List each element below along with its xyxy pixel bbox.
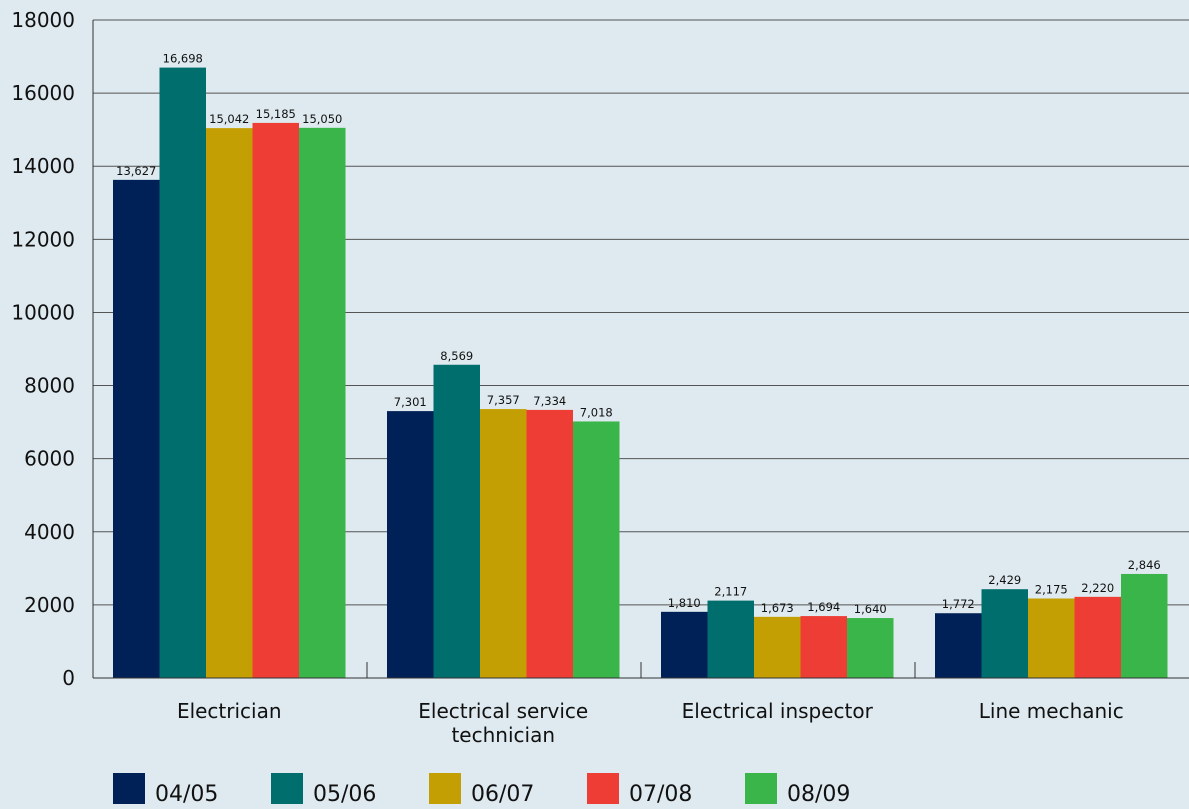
data-label: 16,698 bbox=[163, 52, 203, 66]
data-label: 7,357 bbox=[487, 393, 520, 407]
legend-swatch bbox=[429, 773, 461, 804]
y-tick-label: 0 bbox=[62, 666, 75, 690]
y-tick-label: 16000 bbox=[11, 81, 75, 105]
axes bbox=[92, 20, 1189, 679]
bar bbox=[1121, 573, 1168, 678]
data-label: 1,810 bbox=[668, 596, 701, 610]
data-label: 2,220 bbox=[1081, 581, 1114, 595]
data-label: 2,429 bbox=[988, 573, 1021, 587]
data-label: 7,334 bbox=[533, 394, 566, 408]
bar bbox=[661, 611, 708, 678]
bar bbox=[159, 67, 206, 678]
bar bbox=[707, 600, 754, 678]
legend-label: 08/09 bbox=[787, 782, 850, 807]
bar bbox=[480, 409, 527, 678]
bar bbox=[526, 409, 573, 678]
data-label: 2,846 bbox=[1128, 558, 1161, 572]
y-axis-tick-labels: 0 2000 4000 6000 8000 10000 12000 14000 16000 180… bbox=[11, 8, 75, 690]
data-label: 1,640 bbox=[854, 602, 887, 616]
data-label: 2,117 bbox=[714, 585, 747, 599]
y-tick-label: 6000 bbox=[24, 447, 75, 471]
bar bbox=[847, 618, 894, 678]
data-label: 1,772 bbox=[942, 597, 975, 611]
data-label: 1,673 bbox=[761, 601, 794, 615]
bar bbox=[387, 411, 434, 678]
y-tick-label: 4000 bbox=[24, 520, 75, 544]
data-label: 7,018 bbox=[580, 405, 613, 419]
category-labels: Electrician Electrical service technician E… bbox=[177, 699, 1124, 747]
bar bbox=[1074, 596, 1121, 678]
data-label: 7,301 bbox=[394, 395, 427, 409]
legend: 04/05 05/06 06/07 07/08 08/09 bbox=[113, 773, 850, 807]
category-label: Electrical service technician bbox=[418, 699, 588, 747]
data-label: 2,175 bbox=[1035, 582, 1068, 596]
data-label: 15,185 bbox=[256, 107, 296, 121]
y-tick-label: 2000 bbox=[24, 593, 75, 617]
bar bbox=[754, 616, 801, 678]
bar bbox=[433, 364, 480, 678]
data-label: 15,050 bbox=[302, 112, 342, 126]
legend-swatch bbox=[745, 773, 777, 804]
bar bbox=[252, 122, 299, 679]
legend-label: 05/06 bbox=[313, 782, 376, 807]
bar bbox=[1028, 598, 1075, 678]
data-label: 13,627 bbox=[116, 164, 156, 178]
y-tick-label: 8000 bbox=[24, 374, 75, 398]
bar bbox=[800, 616, 847, 678]
y-tick-label: 18000 bbox=[11, 8, 75, 32]
legend-label: 07/08 bbox=[629, 782, 692, 807]
legend-swatch bbox=[587, 773, 619, 804]
bar bbox=[981, 589, 1028, 678]
data-label: 1,694 bbox=[807, 600, 840, 614]
category-label: Electrician bbox=[177, 699, 282, 723]
bar bbox=[206, 128, 253, 678]
bar bbox=[935, 613, 982, 678]
category-label: Electrical inspector bbox=[682, 699, 874, 723]
legend-label: 04/05 bbox=[155, 782, 218, 807]
y-tick-label: 10000 bbox=[11, 300, 75, 324]
legend-swatch bbox=[113, 773, 145, 804]
bars bbox=[113, 67, 1168, 679]
category-label: Line mechanic bbox=[979, 699, 1124, 723]
bar bbox=[113, 179, 160, 679]
legend-swatch bbox=[271, 773, 303, 804]
data-labels: 13,627 16,698 15,042 15,185 15,050 7,301 8,569… bbox=[116, 52, 1161, 616]
y-tick-label: 14000 bbox=[11, 154, 75, 178]
bar bbox=[573, 421, 620, 678]
data-label: 15,042 bbox=[209, 112, 249, 126]
data-label: 8,569 bbox=[440, 349, 473, 363]
y-tick-label: 12000 bbox=[11, 227, 75, 251]
legend-label: 06/07 bbox=[471, 782, 534, 807]
bar bbox=[299, 127, 346, 679]
